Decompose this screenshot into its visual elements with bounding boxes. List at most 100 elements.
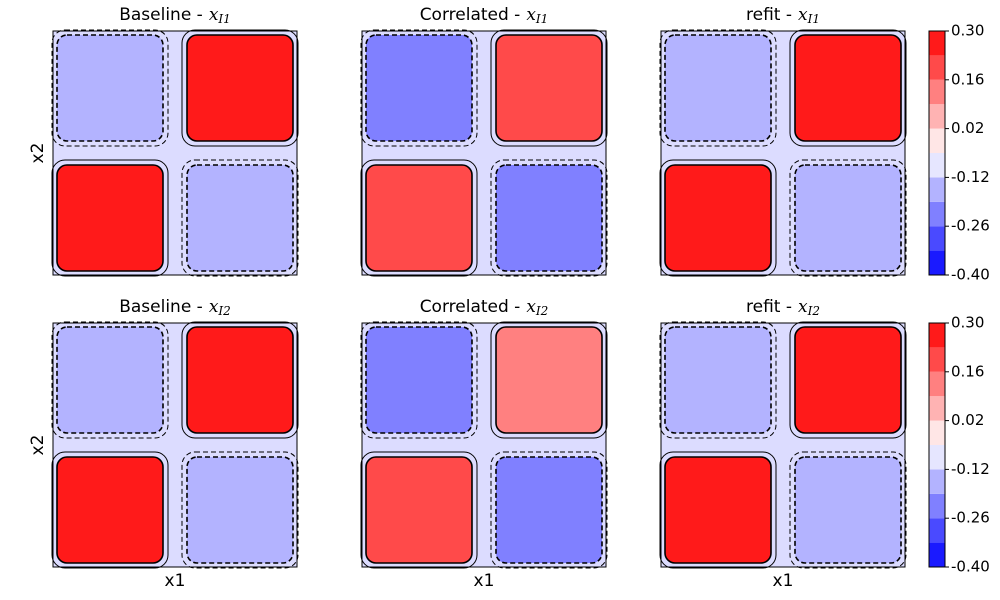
contour-region	[495, 34, 603, 142]
contour-region	[56, 164, 164, 272]
colorbar-band	[929, 542, 945, 567]
title-sub: I2	[807, 304, 820, 318]
title-var: x	[209, 5, 219, 25]
title-text: Baseline -	[119, 5, 203, 25]
contour-line	[181, 159, 299, 277]
title-sub: I2	[217, 304, 230, 318]
y-axis-label: x2	[28, 143, 48, 164]
contour-region	[794, 456, 902, 564]
colorbar-tick-label: 0.02	[951, 119, 984, 137]
colorbar-band	[929, 469, 945, 494]
colorbar-band	[929, 420, 945, 445]
contour-line	[360, 451, 478, 569]
contour-line	[360, 159, 478, 277]
panel-title: refit - xI2	[746, 297, 820, 318]
colorbar-tick-label: 0.30	[951, 314, 984, 332]
contour-line	[789, 451, 907, 569]
contour-region	[664, 34, 772, 142]
contour-region	[664, 326, 772, 434]
contour-line	[490, 451, 608, 569]
colorbar-band	[929, 347, 945, 372]
colorbar-band	[929, 79, 945, 105]
title-sub: I2	[535, 304, 548, 318]
contour-region	[365, 326, 473, 434]
panel-frame	[660, 322, 906, 568]
colorbar-band	[929, 226, 945, 251]
x-axis-label: x1	[773, 571, 794, 591]
panel-frame	[52, 30, 298, 276]
contour-region	[794, 164, 902, 272]
colorbar-tick-label: -0.12	[951, 168, 990, 186]
colorbar-band	[929, 445, 945, 470]
colorbar-band	[929, 55, 945, 80]
colorbar-band	[929, 128, 945, 153]
x-axis-label: x1	[165, 571, 186, 591]
contour-line	[181, 321, 299, 439]
panel-frame	[52, 322, 298, 568]
colorbar-band	[929, 396, 945, 421]
contour-line	[51, 159, 169, 277]
contour-region	[664, 456, 772, 564]
contour-region	[664, 164, 772, 272]
colorbar-tick-label: -0.26	[951, 217, 990, 235]
contour-line	[360, 321, 478, 439]
panel-frame	[660, 30, 906, 276]
contour-region	[794, 326, 902, 434]
title-sub: I1	[535, 12, 548, 26]
contour-region	[365, 164, 473, 272]
colorbar-tick-label: -0.40	[951, 558, 990, 576]
contour-region	[56, 456, 164, 564]
colorbar-band	[929, 493, 945, 519]
contour-line	[659, 451, 777, 569]
title-var: x	[526, 297, 536, 317]
contour-region	[186, 34, 294, 142]
colorbar-tick-label: -0.26	[951, 509, 990, 527]
colorbar-band	[929, 323, 945, 348]
panel-title: Baseline - xI2	[119, 297, 231, 318]
title-text: refit -	[746, 5, 792, 25]
title-var: x	[798, 297, 808, 317]
contour-line	[490, 159, 608, 277]
panel-frame	[361, 30, 607, 276]
contour-line	[789, 321, 907, 439]
title-text: Baseline -	[119, 297, 203, 317]
contour-region	[495, 164, 603, 272]
colorbar-frame	[928, 30, 946, 276]
panel-title: Correlated - xI2	[420, 297, 549, 318]
colorbar-tick-label: 0.16	[951, 362, 984, 380]
title-var: x	[526, 5, 536, 25]
colorbar-tick-label: 0.30	[951, 22, 984, 40]
contour-line	[360, 29, 478, 147]
contour-region	[794, 34, 902, 142]
contour-region	[186, 326, 294, 434]
contour-line	[51, 321, 169, 439]
colorbar-tick-label: 0.02	[951, 411, 984, 429]
y-axis-label: x2	[28, 435, 48, 456]
colorbar-band	[929, 371, 945, 397]
contour-line	[51, 451, 169, 569]
contour-line	[490, 321, 608, 439]
contour-line	[659, 29, 777, 147]
colorbar-band	[929, 104, 945, 129]
contour-line	[789, 159, 907, 277]
x-axis-label: x1	[474, 571, 495, 591]
colorbar-band	[929, 518, 945, 543]
contour-region	[186, 456, 294, 564]
title-sub: I1	[217, 12, 230, 26]
colorbar-band	[929, 201, 945, 227]
contour-region	[495, 456, 603, 564]
title-var: x	[209, 297, 219, 317]
contour-line	[659, 159, 777, 277]
colorbar-band	[929, 250, 945, 275]
colorbar-band	[929, 31, 945, 56]
contour-region	[56, 326, 164, 434]
contour-region	[365, 34, 473, 142]
panel-title: Baseline - xI1	[119, 5, 231, 26]
contour-line	[181, 451, 299, 569]
contour-line	[490, 29, 608, 147]
panel-title: Correlated - xI1	[420, 5, 549, 26]
title-text: Correlated -	[420, 5, 521, 25]
contour-region	[56, 34, 164, 142]
contour-line	[181, 29, 299, 147]
